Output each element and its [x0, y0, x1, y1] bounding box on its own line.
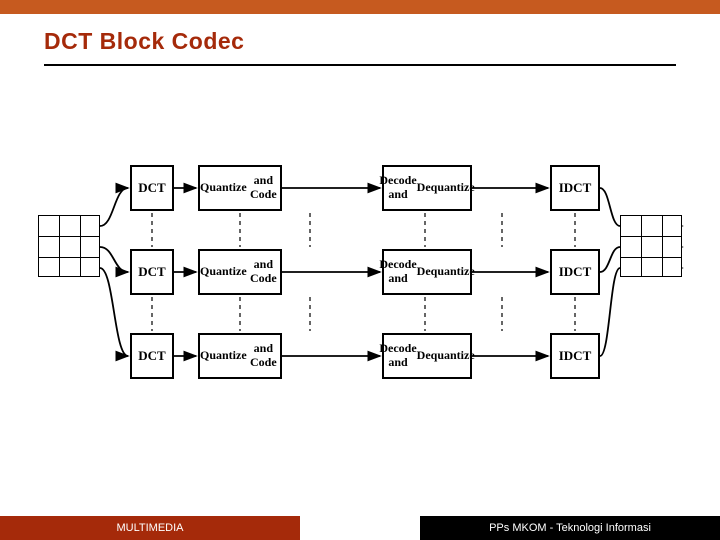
footer-left-text: MULTIMEDIA: [116, 522, 183, 534]
dd-box-row0: Decode andDequantize: [382, 165, 472, 211]
idct-box-row0: IDCT: [550, 165, 600, 211]
qc-box-row1: Quantizeand Code: [198, 249, 282, 295]
qc-box-row2: Quantizeand Code: [198, 333, 282, 379]
title-underline: [44, 64, 676, 66]
slide-title: DCT Block Codec: [44, 28, 244, 55]
qc-box-row0: Quantizeand Code: [198, 165, 282, 211]
idct-box-row1: IDCT: [550, 249, 600, 295]
footer-left: MULTIMEDIA: [0, 516, 300, 540]
dd-box-row2: Decode andDequantize: [382, 333, 472, 379]
input-block-grid: [38, 215, 100, 277]
slide-footer: MULTIMEDIA PPs MKOM - Teknologi Informas…: [0, 516, 720, 540]
footer-right-text: PPs MKOM - Teknologi Informasi: [489, 522, 651, 534]
footer-right: PPs MKOM - Teknologi Informasi: [420, 516, 720, 540]
dct-box-row1: DCT: [130, 249, 174, 295]
dct-box-row2: DCT: [130, 333, 174, 379]
dd-box-row1: Decode andDequantize: [382, 249, 472, 295]
idct-box-row2: IDCT: [550, 333, 600, 379]
codec-diagram: DCT Quantizeand Code Decode andDequantize I…: [30, 135, 690, 405]
dct-box-row0: DCT: [130, 165, 174, 211]
output-block-grid: [620, 215, 682, 277]
top-accent-bar: [0, 0, 720, 14]
